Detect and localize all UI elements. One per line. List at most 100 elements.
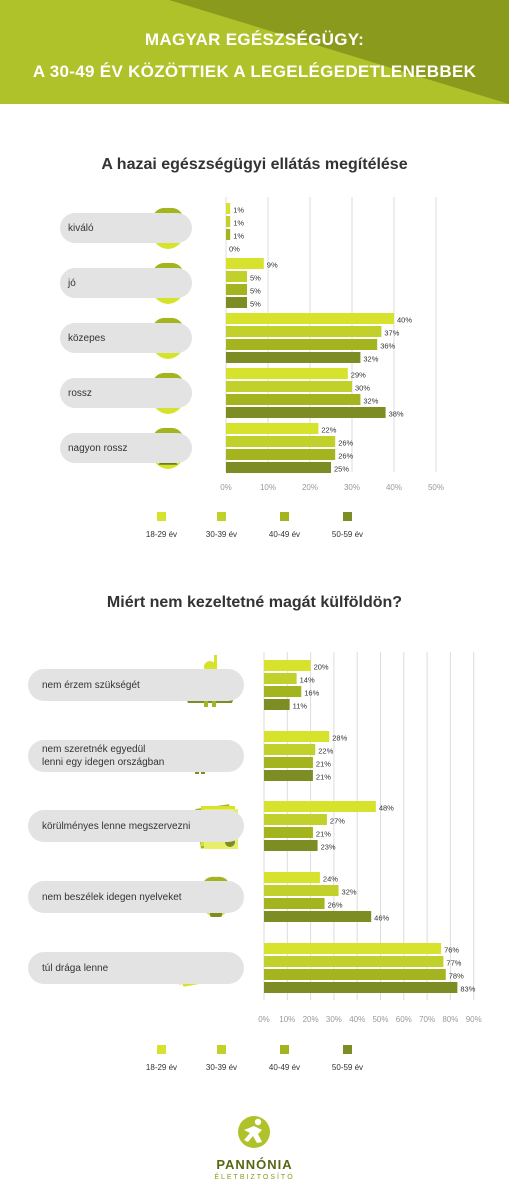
chart2-title-text: Miért nem kezeltetné magát külföldön? <box>98 594 411 611</box>
legend-swatch <box>343 512 352 521</box>
data-label: 32% <box>342 888 357 897</box>
bar <box>226 352 361 363</box>
data-label: 20% <box>314 663 329 672</box>
chart1-title: A hazai egészségügyi ellátás megítélése <box>0 156 509 174</box>
bar <box>226 297 247 308</box>
data-label: 32% <box>363 397 378 406</box>
data-label: 40% <box>397 316 412 325</box>
x-tick-label: 20% <box>303 1015 319 1024</box>
x-tick-label: 90% <box>466 1015 482 1024</box>
bar <box>226 368 348 379</box>
bar <box>264 969 446 980</box>
data-label: 16% <box>304 689 319 698</box>
data-label: 1% <box>233 206 244 215</box>
legend-swatch <box>343 1045 352 1054</box>
legend-swatch <box>280 512 289 521</box>
bar <box>226 258 264 269</box>
x-tick-label: 70% <box>419 1015 435 1024</box>
legend-label: 50-59 év <box>332 1063 363 1072</box>
legend-swatch <box>280 1045 289 1054</box>
data-label: 5% <box>250 274 261 283</box>
bar <box>264 911 372 922</box>
bar <box>226 229 231 240</box>
legend-label: 40-49 év <box>269 1063 300 1072</box>
category-label-line: körülményes lenne megszervezni <box>42 820 191 832</box>
x-tick-label: 60% <box>396 1015 412 1024</box>
category-label-line: kiváló <box>68 222 94 234</box>
category-label-line: nem szeretnék egyedül <box>42 744 146 755</box>
bar <box>264 770 313 781</box>
bar <box>264 744 316 755</box>
x-tick-label: 10% <box>260 483 276 492</box>
page-title-line2: A 30-49 ÉV KÖZÖTTIEK A LEGELÉGEDETLENEBB… <box>32 62 477 81</box>
data-label: 26% <box>338 452 353 461</box>
x-tick-label: 0% <box>258 1015 270 1024</box>
legend-label: 18-29 év <box>146 1063 177 1072</box>
legend-swatch <box>217 1045 226 1054</box>
data-label: 5% <box>250 287 261 296</box>
chart1-title-text: A hazai egészségügyi ellátás megítélése <box>93 156 416 173</box>
data-label: 21% <box>316 830 331 839</box>
bar <box>264 673 297 684</box>
category-label: közepes <box>68 332 105 345</box>
data-label: 37% <box>384 329 399 338</box>
category-pill <box>60 323 192 353</box>
data-label: 21% <box>316 760 331 769</box>
legend-swatch <box>157 1045 166 1054</box>
bar <box>264 943 442 954</box>
category-label: nem érzem szükségét <box>42 679 140 692</box>
data-label: 28% <box>332 734 347 743</box>
bar <box>264 827 313 838</box>
data-label: 26% <box>328 901 343 910</box>
x-tick-label: 50% <box>372 1015 388 1024</box>
data-label: 83% <box>460 985 475 994</box>
bar <box>226 203 231 214</box>
bar <box>226 394 361 405</box>
data-label: 0% <box>229 245 240 254</box>
category-pill <box>60 268 192 298</box>
category-label-line: jó <box>68 277 76 289</box>
data-label: 78% <box>449 972 464 981</box>
x-tick-label: 0% <box>220 483 232 492</box>
data-label: 1% <box>233 219 244 228</box>
bar <box>226 313 394 324</box>
legend-swatch <box>217 512 226 521</box>
data-label: 5% <box>250 300 261 309</box>
data-label: 24% <box>323 875 338 884</box>
category-label-line: nem beszélek idegen nyelveket <box>42 891 182 903</box>
logo-tagline: ÉLETBIZTOSÍTÓ <box>214 1174 295 1181</box>
legend-label: 40-49 év <box>269 530 300 539</box>
x-tick-label: 40% <box>386 483 402 492</box>
data-label: 1% <box>233 232 244 241</box>
bar <box>226 216 231 227</box>
x-tick-label: 40% <box>349 1015 365 1024</box>
header-decoration <box>169 0 509 104</box>
data-label: 46% <box>374 914 389 923</box>
category-label-line: túl drága lenne <box>42 962 109 974</box>
bar <box>264 660 311 671</box>
bar <box>264 840 318 851</box>
data-label: 23% <box>321 843 336 852</box>
bar <box>264 898 325 909</box>
x-tick-label: 30% <box>344 483 360 492</box>
legend-label: 50-59 év <box>332 530 363 539</box>
bar <box>264 982 458 993</box>
category-label-line: nem érzem szükségét <box>42 679 140 691</box>
data-label: 14% <box>300 676 315 685</box>
bar <box>226 381 352 392</box>
legend-swatch <box>157 512 166 521</box>
data-label: 22% <box>321 426 336 435</box>
legend-label: 30-39 év <box>206 530 237 539</box>
x-tick-label: 80% <box>442 1015 458 1024</box>
category-label: túl drága lenne <box>42 962 108 975</box>
data-label: 77% <box>446 959 461 968</box>
category-label: nagyon rossz <box>68 442 127 455</box>
data-label: 32% <box>363 355 378 364</box>
bar <box>264 757 313 768</box>
data-label: 27% <box>330 817 345 826</box>
category-label: rossz <box>68 387 92 400</box>
x-tick-label: 30% <box>326 1015 342 1024</box>
bar <box>226 436 336 447</box>
category-pill <box>60 433 192 463</box>
bar <box>226 326 382 337</box>
